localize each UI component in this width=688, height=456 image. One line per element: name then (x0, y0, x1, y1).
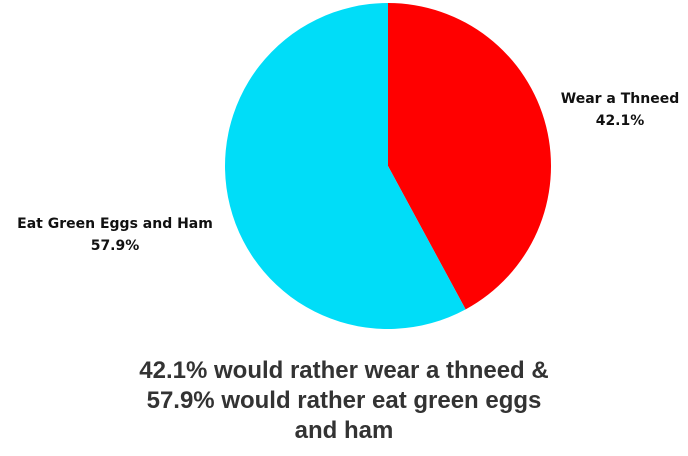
pie-slice-2 (225, 3, 466, 329)
pie-chart: Wear a Thneed 42.1% Eat Green Eggs and Ham… (17, 2, 679, 329)
slice-value-label-2: 57.9% (91, 238, 140, 254)
pie-slice-1 (388, 2, 552, 310)
pie-slices (225, 2, 552, 329)
chart-caption: 42.1% would rather wear a thneed & 57.9%… (0, 356, 688, 446)
pie-labels: Wear a Thneed 42.1% Eat Green Eggs and Ham… (17, 91, 679, 254)
slice-label-1: Wear a Thneed (561, 91, 679, 107)
slice-label-2: Eat Green Eggs and Ham (17, 216, 213, 232)
caption-text: 42.1% would rather wear a thneed & 57.9%… (139, 357, 549, 444)
slice-value-label-1: 42.1% (596, 113, 645, 129)
